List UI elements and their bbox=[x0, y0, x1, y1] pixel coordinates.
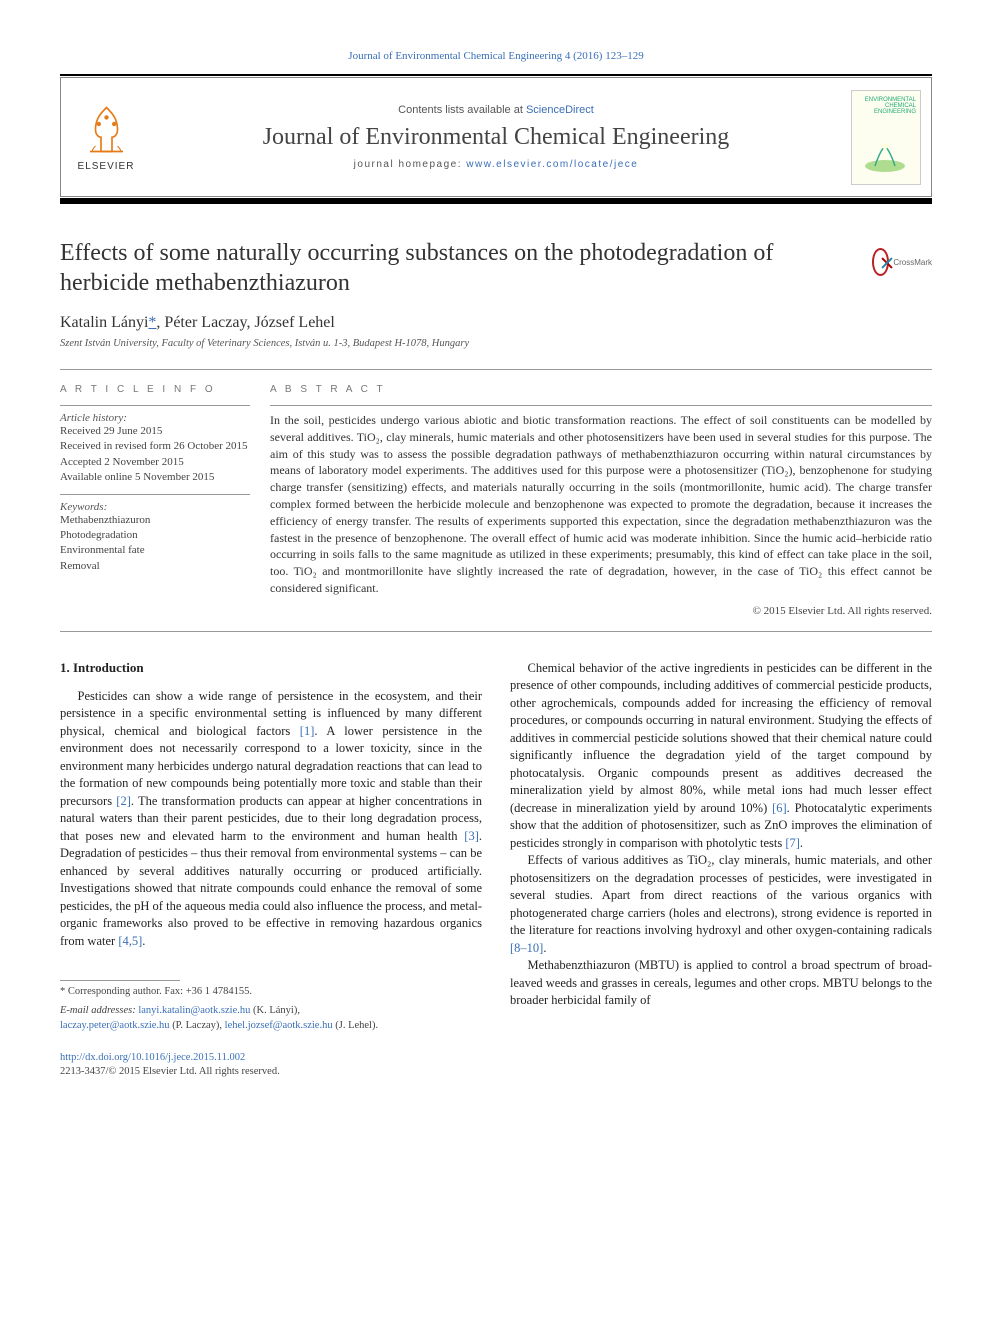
keyword-1: Methabenzthiazuron bbox=[60, 513, 250, 528]
article-title: Effects of some naturally occurring subs… bbox=[60, 238, 852, 298]
email-1-name: (K. Lányi), bbox=[250, 1005, 300, 1016]
article-info-label: A R T I C L E I N F O bbox=[60, 384, 250, 395]
email-footnote: E-mail addresses: lanyi.katalin@aotk.szi… bbox=[60, 1004, 482, 1033]
ref-7-link[interactable]: [7] bbox=[785, 836, 800, 850]
email-1-link[interactable]: lanyi.katalin@aotk.szie.hu bbox=[138, 1005, 250, 1016]
header-center: Contents lists available at ScienceDirec… bbox=[151, 78, 841, 196]
elsevier-label: ELSEVIER bbox=[78, 161, 135, 172]
abstract-column: A B S T R A C T In the soil, pesticides … bbox=[270, 370, 932, 617]
journal-homepage: journal homepage: www.elsevier.com/locat… bbox=[354, 159, 639, 170]
header-bottom-rule bbox=[60, 198, 932, 204]
info-divider-1 bbox=[60, 405, 250, 406]
cover-thumbnail: ENVIRONMENTAL CHEMICAL ENGINEERING bbox=[851, 90, 921, 185]
keyword-4: Removal bbox=[60, 559, 250, 574]
running-head: Journal of Environmental Chemical Engine… bbox=[60, 50, 932, 62]
elsevier-tree-icon bbox=[79, 102, 134, 157]
col2-para-2: Effects of various additives as TiO₂, cl… bbox=[510, 852, 932, 957]
p1d: . Degradation of pesticides – thus their… bbox=[60, 829, 482, 948]
crossmark-label: CrossMark bbox=[893, 258, 932, 267]
p1e: . bbox=[142, 934, 145, 948]
page-container: Journal of Environmental Chemical Engine… bbox=[0, 0, 992, 1129]
doi-link[interactable]: http://dx.doi.org/10.1016/j.jece.2015.11… bbox=[60, 1052, 245, 1063]
crossmark-badge[interactable]: CrossMark bbox=[872, 242, 932, 282]
crossmark-icon bbox=[872, 248, 889, 276]
cover-graphic-icon bbox=[860, 136, 910, 176]
intro-para-1: Pesticides can show a wide range of pers… bbox=[60, 688, 482, 951]
doi-block: http://dx.doi.org/10.1016/j.jece.2015.11… bbox=[60, 1051, 932, 1078]
c2p1c: . bbox=[800, 836, 803, 850]
journal-name: Journal of Environmental Chemical Engine… bbox=[263, 124, 730, 151]
history-revised: Received in revised form 26 October 2015 bbox=[60, 439, 250, 454]
author-1: Katalin Lányi bbox=[60, 314, 148, 331]
abstract-label: A B S T R A C T bbox=[270, 384, 932, 395]
keyword-3: Environmental fate bbox=[60, 543, 250, 558]
sciencedirect-link[interactable]: ScienceDirect bbox=[526, 104, 594, 116]
affiliation: Szent István University, Faculty of Vete… bbox=[60, 338, 932, 349]
ref-1-link[interactable]: [1] bbox=[300, 724, 315, 738]
homepage-prefix: journal homepage: bbox=[354, 159, 467, 170]
email-2-link[interactable]: laczay.peter@aotk.szie.hu bbox=[60, 1020, 170, 1031]
authors-line: Katalin Lányi*, Péter Laczay, József Leh… bbox=[60, 314, 932, 332]
ref-810-link[interactable]: [8–10] bbox=[510, 941, 543, 955]
ref-6-link[interactable]: [6] bbox=[772, 801, 787, 815]
body-col-left: 1. Introduction Pesticides can show a wi… bbox=[60, 660, 482, 1034]
cover-title: ENVIRONMENTAL CHEMICAL ENGINEERING bbox=[865, 97, 916, 115]
ref-45-link[interactable]: [4,5] bbox=[118, 934, 142, 948]
history-received: Received 29 June 2015 bbox=[60, 424, 250, 439]
top-rule bbox=[60, 74, 932, 76]
col2-para-3: Methabenzthiazuron (MBTU) is applied to … bbox=[510, 957, 932, 1010]
email-3-link[interactable]: lehel.jozsef@aotk.szie.hu bbox=[225, 1020, 333, 1031]
email-2-name: (P. Laczay), bbox=[170, 1020, 225, 1031]
article-info-column: A R T I C L E I N F O Article history: R… bbox=[60, 370, 270, 617]
author-3: József Lehel bbox=[254, 314, 334, 331]
intro-heading: 1. Introduction bbox=[60, 660, 482, 676]
c2p2b: . bbox=[543, 941, 546, 955]
abstract-copyright: © 2015 Elsevier Ltd. All rights reserved… bbox=[270, 605, 932, 617]
contents-prefix: Contents lists available at bbox=[398, 104, 526, 116]
c2p2a: Effects of various additives as TiO₂, cl… bbox=[510, 853, 932, 937]
ref-3-link[interactable]: [3] bbox=[464, 829, 479, 843]
history-label: Article history: bbox=[60, 412, 250, 424]
ref-2-link[interactable]: [2] bbox=[116, 794, 131, 808]
abstract-text: In the soil, pesticides undergo various … bbox=[270, 412, 932, 597]
info-divider-2 bbox=[60, 494, 250, 495]
corr-label: * Corresponding author. Fax: +36 1 47841… bbox=[60, 986, 252, 997]
abstract-divider bbox=[270, 405, 932, 406]
info-abstract-row: A R T I C L E I N F O Article history: R… bbox=[60, 370, 932, 617]
body-columns: 1. Introduction Pesticides can show a wi… bbox=[60, 660, 932, 1034]
cover-line3: ENGINEERING bbox=[874, 109, 916, 115]
history-online: Available online 5 November 2015 bbox=[60, 470, 250, 485]
elsevier-logo: ELSEVIER bbox=[61, 78, 151, 196]
body-col-right: Chemical behavior of the active ingredie… bbox=[510, 660, 932, 1034]
history-accepted: Accepted 2 November 2015 bbox=[60, 455, 250, 470]
title-row: Effects of some naturally occurring subs… bbox=[60, 238, 932, 298]
c2p1a: Chemical behavior of the active ingredie… bbox=[510, 661, 932, 815]
keywords-label: Keywords: bbox=[60, 501, 250, 513]
email-label: E-mail addresses: bbox=[60, 1005, 138, 1016]
issn-copyright: 2213-3437/© 2015 Elsevier Ltd. All right… bbox=[60, 1066, 280, 1077]
contents-line: Contents lists available at ScienceDirec… bbox=[398, 104, 594, 116]
email-3-name: (J. Lehel). bbox=[333, 1020, 378, 1031]
journal-header: ELSEVIER Contents lists available at Sci… bbox=[60, 77, 932, 197]
homepage-link[interactable]: www.elsevier.com/locate/jece bbox=[466, 159, 638, 170]
col2-para-1: Chemical behavior of the active ingredie… bbox=[510, 660, 932, 853]
keyword-2: Photodegradation bbox=[60, 528, 250, 543]
running-head-link[interactable]: Journal of Environmental Chemical Engine… bbox=[348, 50, 643, 62]
divider-2 bbox=[60, 631, 932, 632]
corresponding-footnote: * Corresponding author. Fax: +36 1 47841… bbox=[60, 985, 482, 1000]
journal-cover: ENVIRONMENTAL CHEMICAL ENGINEERING bbox=[841, 78, 931, 196]
footnote-rule bbox=[60, 980, 180, 981]
author-2: Péter Laczay bbox=[164, 314, 246, 331]
